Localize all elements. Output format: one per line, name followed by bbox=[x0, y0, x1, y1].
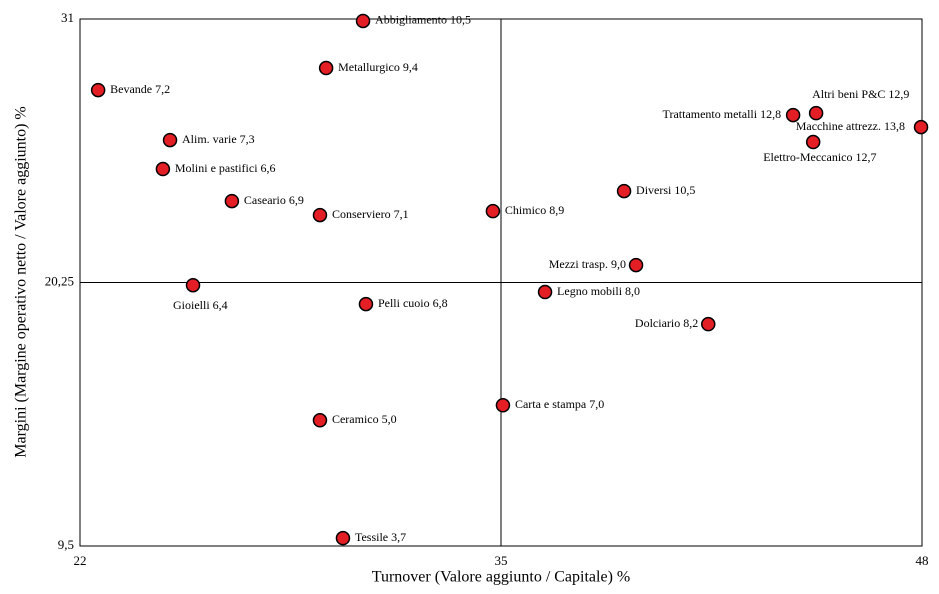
point-label: Alim. varie 7,3 bbox=[182, 132, 255, 146]
x-axis-label: Turnover (Valore aggiunto / Capitale) % bbox=[372, 569, 630, 586]
point bbox=[155, 161, 171, 177]
point bbox=[628, 257, 644, 273]
point bbox=[90, 82, 106, 98]
y-axis-label: Margini (Margine operativo netto / Valor… bbox=[13, 106, 30, 457]
point bbox=[355, 13, 371, 29]
point-label: Tessile 3,7 bbox=[355, 530, 406, 544]
point-label: Diversi 10,5 bbox=[636, 183, 695, 197]
point bbox=[312, 413, 328, 428]
point bbox=[485, 203, 501, 219]
point bbox=[318, 60, 334, 76]
point bbox=[162, 132, 178, 148]
y-tick-label: 20,25 bbox=[45, 273, 74, 288]
x-tick-label: 35 bbox=[495, 553, 508, 568]
point-label: Bevande 7,2 bbox=[110, 82, 170, 96]
point bbox=[495, 398, 511, 413]
point bbox=[335, 530, 351, 546]
point-label: Metallurgico 9,4 bbox=[338, 60, 418, 74]
point-label: Elettro-Meccanico 12,7 bbox=[763, 150, 876, 164]
point bbox=[358, 296, 374, 312]
point-label: Chimico 8,9 bbox=[505, 203, 564, 217]
point-label: Caseario 6,9 bbox=[244, 193, 304, 207]
point-label: Trattamento metalli 12,8 bbox=[663, 107, 782, 121]
x-tick-label: 22 bbox=[74, 553, 87, 568]
point-label: Altri beni P&C 12,9 bbox=[812, 87, 909, 101]
y-tick-label: 31 bbox=[61, 10, 74, 25]
point bbox=[913, 119, 929, 135]
point-label: Dolciario 8,2 bbox=[635, 316, 698, 330]
point-label: Carta e stampa 7,0 bbox=[515, 397, 604, 411]
point bbox=[805, 134, 821, 150]
point bbox=[785, 107, 801, 123]
point bbox=[224, 193, 240, 209]
point bbox=[537, 284, 553, 300]
point-label: Molini e pastifici 6,6 bbox=[175, 161, 276, 175]
point-label: Ceramico 5,0 bbox=[332, 412, 397, 426]
point-label: Legno mobili 8,0 bbox=[557, 284, 640, 298]
point bbox=[808, 105, 824, 121]
point-label: Gioielli 6,4 bbox=[173, 298, 228, 312]
point bbox=[312, 207, 328, 223]
point-label: Macchine attrezz. 13,8 bbox=[796, 119, 905, 133]
point-label: Mezzi trasp. 9,0 bbox=[549, 257, 626, 271]
point-label: Pelli cuoio 6,8 bbox=[378, 296, 448, 310]
point bbox=[185, 277, 201, 293]
point bbox=[701, 316, 716, 332]
x-tick-label: 48 bbox=[916, 553, 929, 568]
point-label: Abbigliamento 10,5 bbox=[375, 13, 471, 27]
point bbox=[616, 183, 632, 199]
point-label: Conserviero 7,1 bbox=[332, 207, 409, 221]
y-tick-label: 9,5 bbox=[58, 537, 74, 552]
